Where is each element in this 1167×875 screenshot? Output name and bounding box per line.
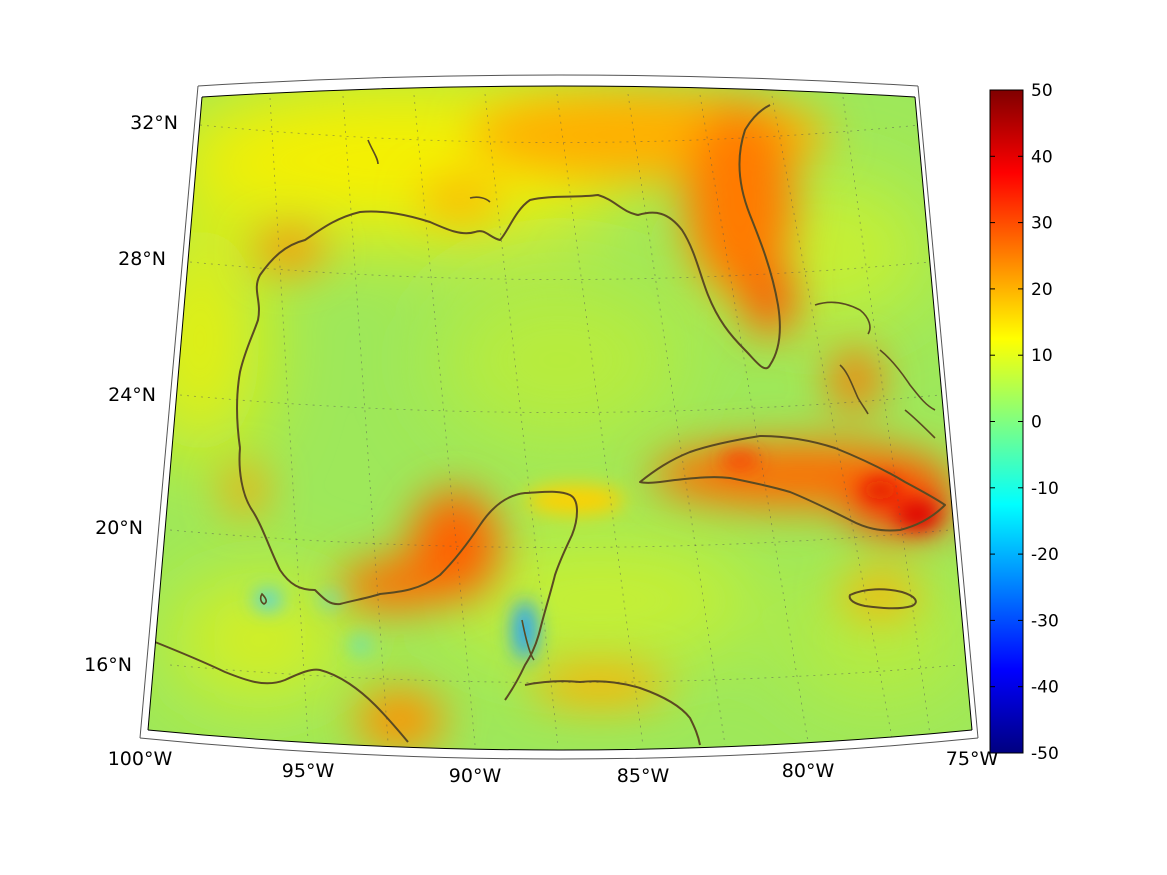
lat-label: 24°N xyxy=(108,384,156,406)
mexico-coastline xyxy=(238,447,578,701)
lat-label: 16°N xyxy=(84,654,132,676)
coastlines xyxy=(149,104,946,746)
lon-label: 80°W xyxy=(782,760,835,782)
pacific-coastline xyxy=(149,639,409,743)
lat-label: 28°N xyxy=(118,248,166,270)
colorbar-tick-label: 40 xyxy=(1031,147,1053,167)
map-frame xyxy=(139,74,979,760)
bahamas-islands xyxy=(814,301,936,439)
colorbar-tick-label: 0 xyxy=(1031,413,1042,433)
colorbar-tick-label: 30 xyxy=(1031,214,1053,234)
colorbar-tick-label: -50 xyxy=(1031,744,1059,764)
jamaica-coastline xyxy=(848,588,917,610)
lon-label: 95°W xyxy=(282,760,335,782)
colorbar-ticks: 50 40 30 20 10 0 -10 -20 -30 -40 -50 xyxy=(990,81,1059,764)
coastal-islands xyxy=(259,139,535,661)
lat-label: 32°N xyxy=(130,112,178,134)
colorbar-tick-label: -30 xyxy=(1031,611,1059,631)
lon-label: 100°W xyxy=(108,748,173,770)
lat-label: 20°N xyxy=(95,517,143,539)
colorbar-tick-label: -40 xyxy=(1031,678,1059,698)
graticule xyxy=(169,93,961,747)
colorbar-tick-label: -10 xyxy=(1031,479,1059,499)
longitude-labels: 100°W 95°W 90°W 85°W 80°W 75°W xyxy=(108,748,999,787)
lon-label: 90°W xyxy=(449,765,502,787)
honduras-coastline xyxy=(524,680,701,746)
colorbar-tick-label: 50 xyxy=(1031,81,1053,101)
us-gulf-coastline xyxy=(236,104,781,449)
lon-label: 85°W xyxy=(617,765,670,787)
cuba-coastline xyxy=(639,435,946,532)
colorbar-tick-label: 10 xyxy=(1031,346,1053,366)
colorbar-tick-label: 20 xyxy=(1031,280,1053,300)
latitude-labels: 16°N 20°N 24°N 28°N 32°N xyxy=(84,112,178,676)
lon-label: 75°W xyxy=(946,748,999,770)
colorbar: 50 40 30 20 10 0 -10 -20 -30 -40 -50 xyxy=(989,81,1059,764)
colorbar-tick-label: -20 xyxy=(1031,545,1059,565)
